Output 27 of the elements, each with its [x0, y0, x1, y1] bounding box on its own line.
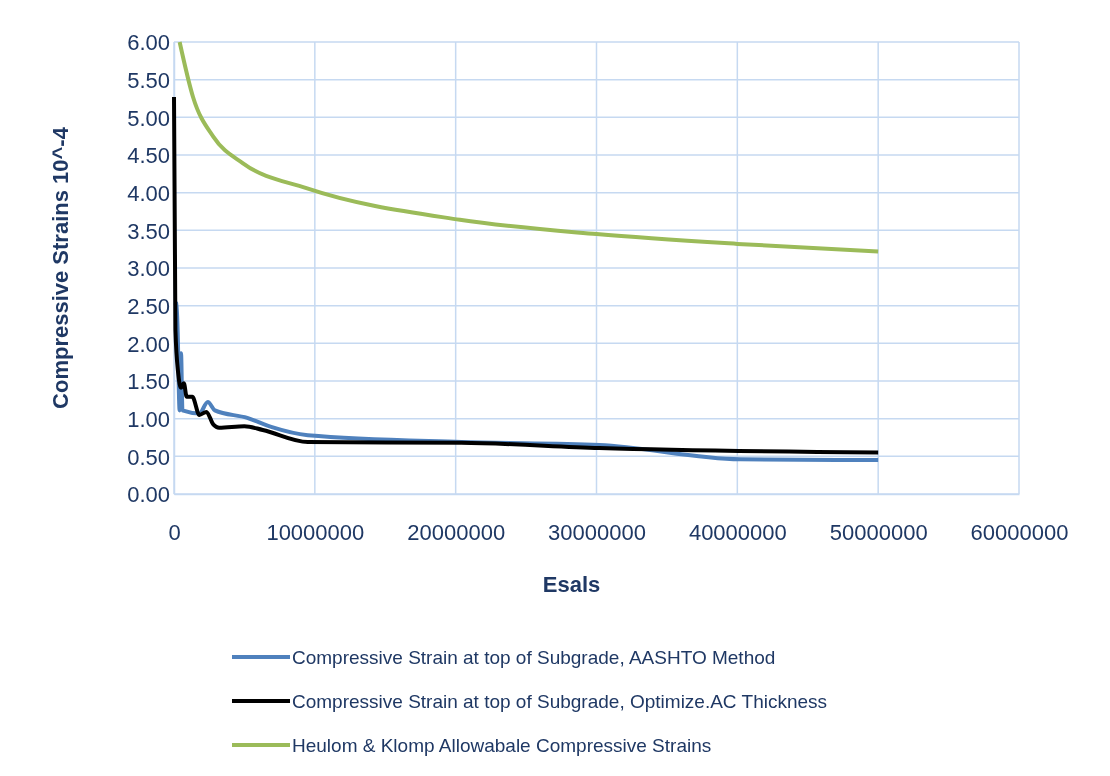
y-tick-label: 4.00	[127, 180, 170, 206]
x-tick-label: 20000000	[407, 519, 506, 545]
x-tick-label: 60000000	[970, 519, 1069, 545]
legend-label: Compressive Strain at top of Subgrade, Optimize.AC Thickness	[292, 690, 828, 712]
y-axis-title: Compressive Strains 10^-4	[48, 126, 73, 409]
y-tick-label: 2.50	[127, 293, 170, 319]
y-tick-label: 0.50	[127, 444, 170, 470]
x-axis-title: Esals	[542, 572, 601, 597]
line-series	[177, 40, 881, 254]
y-tick-label: 1.50	[127, 369, 170, 395]
y-tick-label: 4.50	[127, 143, 170, 169]
x-tick-label: 30000000	[548, 519, 646, 545]
legend-label: Heulom & Klomp Allowabale Compressive Strains	[292, 734, 712, 756]
legend-label: Compressive Strain at top of Subgrade, AASHTO Method	[292, 646, 776, 668]
y-tick-label: 2.00	[127, 331, 170, 357]
y-tick-label: 3.50	[127, 218, 170, 244]
y-tick-label: 0.00	[127, 482, 170, 508]
y-tick-label: 1.00	[127, 406, 170, 432]
y-tick-label: 5.00	[127, 105, 170, 131]
x-tick-label: 50000000	[829, 519, 928, 545]
y-tick-label: 6.00	[127, 30, 170, 56]
line-series	[172, 94, 881, 455]
x-tick-label: 10000000	[266, 519, 365, 545]
y-tick-label: 3.00	[127, 256, 170, 282]
y-tick-label: 5.50	[127, 67, 170, 93]
x-tick-label: 0	[168, 519, 181, 545]
x-tick-label: 40000000	[688, 519, 787, 545]
